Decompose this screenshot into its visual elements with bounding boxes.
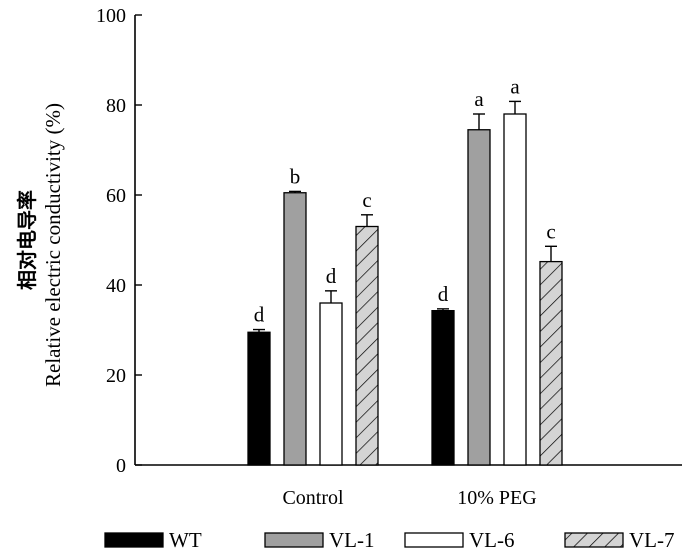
significance-label: b — [290, 164, 301, 188]
significance-label: d — [326, 264, 337, 288]
bar-vl-1-1 — [467, 129, 491, 466]
chart-axes — [134, 15, 682, 466]
bar-vl-6-0 — [319, 302, 343, 466]
legend-swatch-wt — [104, 532, 164, 548]
bars-group: d b d c d a a c — [247, 74, 563, 466]
bar-wt-0 — [247, 331, 271, 466]
legend-label: WT — [169, 528, 202, 552]
bar-vl-7-1 — [539, 260, 563, 466]
bar-wt-1 — [431, 309, 455, 466]
y-tick-label: 0 — [116, 455, 126, 477]
x-axis-tick-labels: Control 10% PEG — [282, 487, 536, 509]
significance-label: c — [546, 219, 555, 243]
significance-label: d — [438, 282, 449, 306]
legend-label: VL-6 — [469, 528, 515, 552]
y-tick-label: 60 — [106, 185, 126, 207]
bar-vl-6-1 — [503, 113, 527, 466]
legend: WT VL-1 VL-6 VL-7 — [104, 528, 675, 552]
significance-label: a — [510, 74, 520, 98]
significance-label: a — [474, 87, 484, 111]
legend-label: VL-7 — [629, 528, 675, 552]
significance-label: d — [254, 303, 265, 327]
legend-label: VL-1 — [329, 528, 375, 552]
y-axis-title: Relative electric conductivity (%) — [41, 103, 65, 387]
legend-swatch-vl-6 — [404, 532, 464, 548]
significance-label: c — [362, 188, 371, 212]
y-tick-label: 20 — [106, 365, 126, 387]
bar-vl-1-0 — [283, 192, 307, 466]
y-axis-title-cn: 相对电导率 — [15, 190, 39, 290]
y-tick-label: 80 — [106, 95, 126, 117]
x-tick-label: 10% PEG — [457, 487, 536, 509]
y-axis-title-group: 相对电导率 Relative electric conductivity (%) — [15, 103, 65, 387]
x-tick-label: Control — [282, 487, 344, 509]
legend-swatch-vl-7 — [564, 532, 624, 548]
bar-vl-7-0 — [355, 225, 379, 466]
y-axis-ticks: 0 20 40 60 80 100 — [96, 5, 142, 477]
legend-swatch-vl-1 — [264, 532, 324, 548]
y-tick-label: 100 — [96, 5, 126, 27]
y-tick-label: 40 — [106, 275, 126, 297]
